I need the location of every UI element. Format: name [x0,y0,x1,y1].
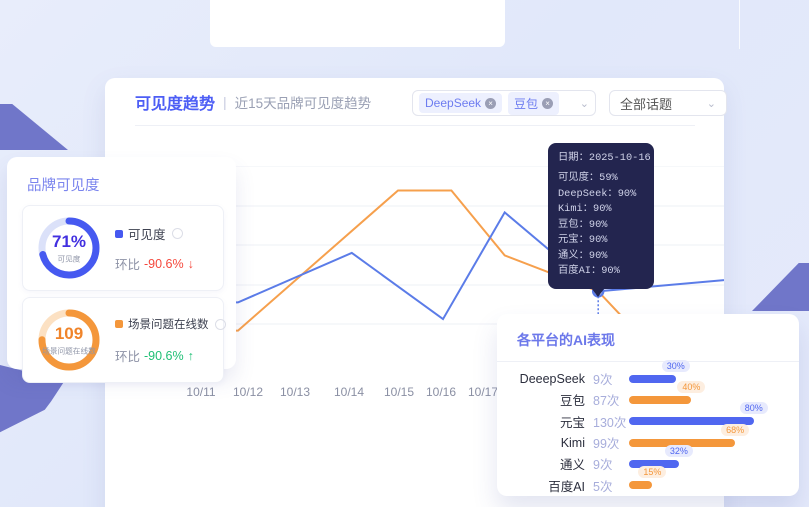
svg-text:10/14: 10/14 [334,385,364,399]
svg-text:10/16: 10/16 [426,385,456,399]
svg-text:10/13: 10/13 [280,385,310,399]
svg-text:10/11: 10/11 [186,385,215,399]
svg-text:10/12: 10/12 [233,385,263,399]
svg-text:10/15: 10/15 [384,385,414,399]
svg-text:10/17: 10/17 [468,385,498,399]
